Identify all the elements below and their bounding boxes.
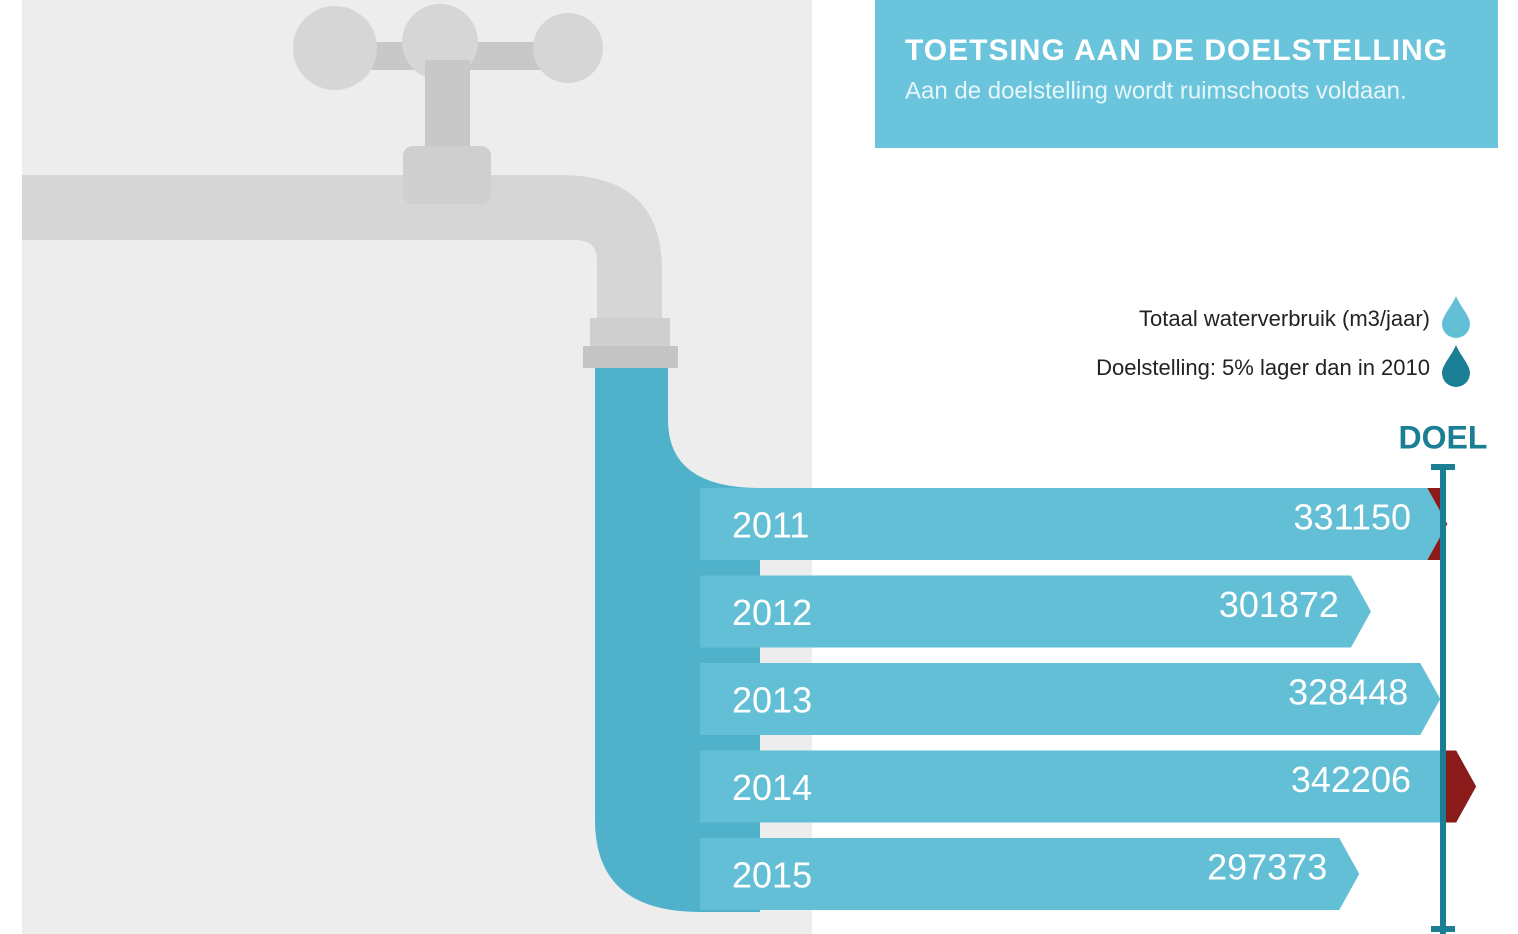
value-label: 331150 <box>1294 497 1411 538</box>
target-cap <box>1431 464 1455 470</box>
excess <box>1443 751 1476 823</box>
header-box <box>875 0 1498 148</box>
title: TOETSING AAN DE DOELSTELLING <box>905 34 1448 67</box>
subtitle: Aan de doelstelling wordt ruimschoots vo… <box>905 77 1407 104</box>
target-label: DOEL <box>1399 419 1488 455</box>
target-cap <box>1431 926 1455 932</box>
value-label: 342206 <box>1291 759 1411 800</box>
infographic: TOETSING AAN DE DOELSTELLING Aan de doel… <box>0 0 1518 934</box>
year-label: 2013 <box>732 680 812 721</box>
year-label: 2014 <box>732 767 812 808</box>
target-line <box>1440 466 1446 934</box>
year-label: 2012 <box>732 592 812 633</box>
legend-label: Totaal waterverbruik (m3/jaar) <box>1139 306 1430 331</box>
legend-icon <box>1442 296 1470 338</box>
year-label: 2015 <box>732 855 812 896</box>
legend-icon <box>1442 345 1470 387</box>
value-label: 301872 <box>1219 584 1339 625</box>
legend-label: Doelstelling: 5% lager dan in 2010 <box>1096 355 1430 380</box>
value-label: 328448 <box>1288 672 1408 713</box>
year-label: 2011 <box>732 505 809 546</box>
value-label: 297373 <box>1207 847 1327 888</box>
